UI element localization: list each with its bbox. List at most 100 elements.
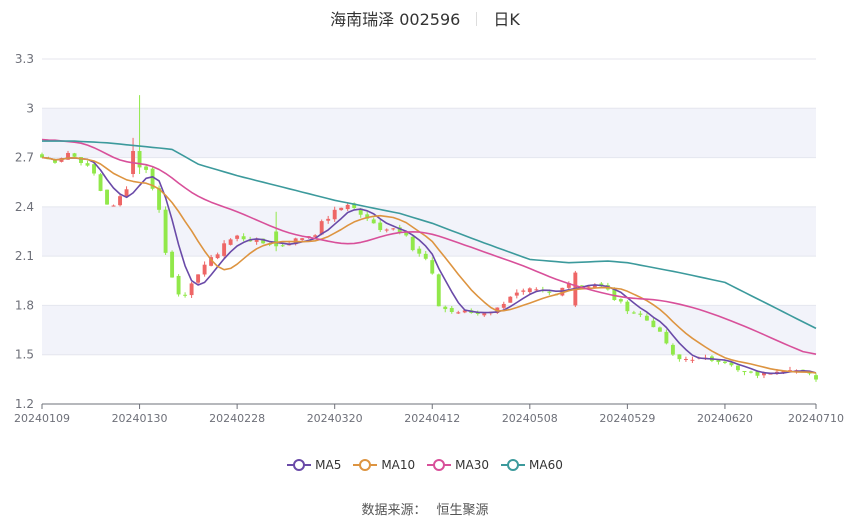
candle bbox=[449, 305, 454, 314]
x-tick-label: 20240529 bbox=[599, 412, 655, 425]
candle-body bbox=[209, 257, 214, 266]
candle bbox=[631, 310, 636, 315]
plot-band bbox=[42, 305, 816, 355]
candle bbox=[683, 356, 688, 362]
candle-body bbox=[371, 219, 376, 224]
candle bbox=[735, 365, 740, 372]
legend-swatch bbox=[353, 459, 378, 471]
candle-body bbox=[326, 218, 331, 221]
candle-body bbox=[339, 207, 344, 211]
candle-body bbox=[189, 283, 194, 296]
candle-body bbox=[261, 238, 266, 244]
line-ma5 bbox=[41, 156, 817, 375]
legend-item-ma30[interactable]: MA30 bbox=[427, 458, 489, 472]
candle-body bbox=[92, 164, 96, 174]
candle-body bbox=[527, 288, 532, 293]
candle bbox=[92, 161, 96, 176]
candle bbox=[319, 219, 324, 236]
y-tick-label: 3.3 bbox=[15, 52, 34, 66]
x-tick-label: 20240412 bbox=[404, 412, 460, 425]
candle bbox=[378, 219, 383, 233]
candle-body bbox=[254, 238, 259, 242]
candle bbox=[417, 246, 422, 257]
candle bbox=[196, 274, 201, 284]
candle-body bbox=[462, 310, 467, 313]
line-ma60 bbox=[42, 140, 817, 330]
y-tick-label: 2.1 bbox=[15, 249, 34, 263]
candle-body bbox=[202, 264, 207, 275]
candle bbox=[443, 305, 448, 313]
candle bbox=[241, 233, 246, 242]
candle-body bbox=[365, 214, 370, 219]
y-tick-label: 1.2 bbox=[15, 397, 34, 411]
candle-body bbox=[111, 205, 116, 207]
candle bbox=[189, 281, 194, 298]
y-tick-label: 1.5 bbox=[15, 348, 34, 362]
x-tick-label: 20240109 bbox=[14, 412, 70, 425]
candle-body bbox=[612, 288, 617, 301]
candle bbox=[150, 167, 155, 191]
candle-body bbox=[105, 189, 109, 205]
legend-item-ma5[interactable]: MA5 bbox=[287, 458, 341, 472]
candle bbox=[456, 310, 461, 314]
candle bbox=[215, 252, 220, 260]
candle-body bbox=[215, 254, 220, 259]
candle bbox=[527, 287, 532, 295]
candle-body bbox=[157, 188, 162, 210]
candle-body bbox=[319, 221, 324, 235]
legend-label: MA30 bbox=[455, 458, 490, 472]
candle-body bbox=[514, 292, 519, 296]
title-separator bbox=[476, 12, 478, 26]
candle-body bbox=[378, 222, 383, 231]
candle-body bbox=[345, 204, 350, 210]
stock-name: 海南瑞泽 002596 bbox=[330, 10, 461, 29]
candle bbox=[664, 329, 669, 345]
candle-body bbox=[722, 361, 727, 363]
candle bbox=[137, 95, 142, 174]
candle bbox=[651, 318, 656, 328]
x-tick-label: 20240130 bbox=[112, 412, 168, 425]
x-tick-label: 20240228 bbox=[209, 412, 265, 425]
candle-body bbox=[683, 358, 688, 360]
candle-body bbox=[735, 365, 740, 371]
moving-average-lines bbox=[41, 138, 817, 375]
candle-body bbox=[358, 208, 363, 215]
candle-body bbox=[482, 313, 487, 316]
candle-body bbox=[475, 312, 480, 314]
candle-body bbox=[768, 373, 773, 375]
candle-body bbox=[729, 362, 734, 366]
legend-item-ma60[interactable]: MA60 bbox=[501, 458, 563, 472]
candle-body bbox=[521, 290, 526, 292]
candle-body bbox=[547, 291, 552, 293]
candle bbox=[677, 354, 682, 362]
candle-body bbox=[118, 196, 123, 206]
candle-body bbox=[384, 229, 389, 231]
candle bbox=[371, 217, 376, 224]
candle-body bbox=[274, 231, 279, 247]
candle bbox=[670, 343, 675, 357]
candle bbox=[40, 152, 44, 158]
candle-body bbox=[85, 163, 90, 166]
candle-body bbox=[280, 245, 285, 247]
candle-body bbox=[66, 152, 70, 160]
candle-body bbox=[716, 359, 721, 362]
candle-body bbox=[762, 372, 766, 376]
candle bbox=[482, 313, 487, 317]
source-label: 数据来源： bbox=[361, 503, 427, 518]
candle bbox=[365, 211, 370, 222]
legend-swatch bbox=[501, 459, 526, 471]
plot-band bbox=[42, 206, 816, 257]
candle bbox=[410, 236, 415, 252]
x-tick-label: 20240710 bbox=[788, 412, 844, 425]
candle-body bbox=[124, 189, 129, 197]
legend-item-ma10[interactable]: MA10 bbox=[353, 458, 415, 472]
candle-body bbox=[352, 203, 357, 209]
candle-body bbox=[98, 174, 103, 191]
candle bbox=[326, 215, 331, 224]
candle-body bbox=[176, 275, 181, 295]
candle-body bbox=[586, 286, 591, 288]
candle-body bbox=[657, 327, 662, 332]
x-tick-label: 20240508 bbox=[502, 412, 558, 425]
legend-label: MA5 bbox=[315, 458, 342, 472]
